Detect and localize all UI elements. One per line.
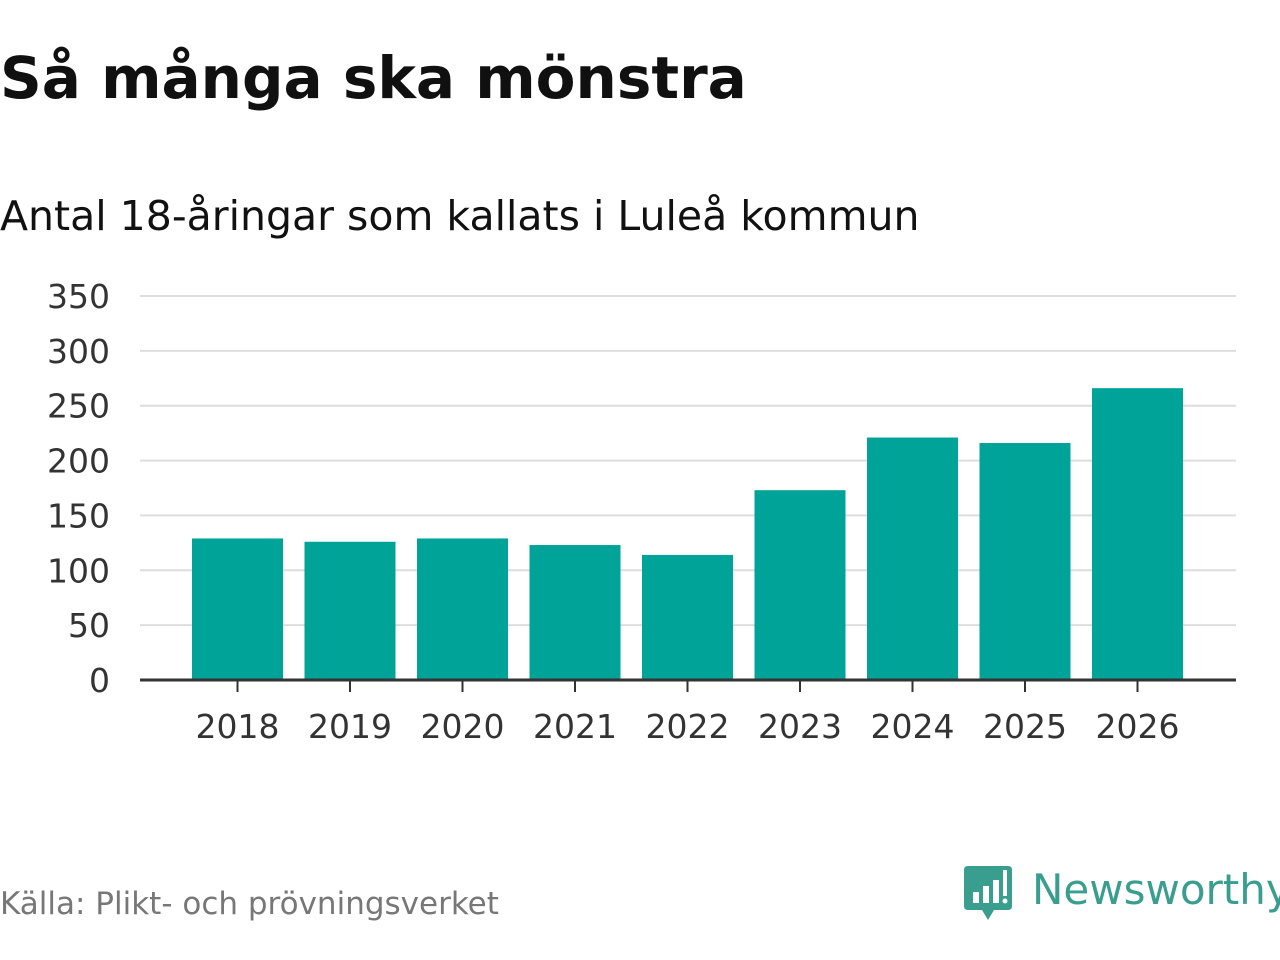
bar-2024	[867, 437, 958, 680]
x-tick-label: 2023	[758, 707, 842, 746]
y-tick-label: 150	[47, 496, 110, 535]
x-tick-label: 2025	[983, 707, 1067, 746]
x-tick-label: 2024	[871, 707, 955, 746]
x-tick-label: 2020	[421, 707, 505, 746]
y-tick-label: 250	[47, 387, 110, 426]
x-axis-ticks: 2018 2019 2020 2021 2022 2023 2024 2025 2026	[196, 680, 1180, 746]
y-tick-label: 300	[47, 332, 110, 371]
brand-logo: Newsworthy	[962, 862, 1280, 930]
bar-2018	[192, 538, 283, 680]
bar-2019	[304, 541, 396, 680]
y-tick-label: 200	[47, 442, 110, 481]
x-tick-label: 2021	[533, 707, 617, 746]
newsworthy-logo-icon	[964, 866, 1012, 920]
brand-name: Newsworthy	[1032, 865, 1280, 914]
y-axis-ticks: 0 50 100 150 200 250 300 350	[47, 277, 110, 700]
source-note: Källa: Plikt- och prövningsverket	[0, 886, 499, 922]
y-tick-label: 100	[47, 551, 110, 590]
x-tick-label: 2022	[646, 707, 730, 746]
chart-title: Så många ska mönstra	[0, 44, 747, 112]
bar-2021	[529, 545, 621, 680]
chart-subtitle: Antal 18-åringar som kallats i Luleå kom…	[0, 192, 920, 240]
bar-2025	[979, 443, 1071, 680]
bar-2020	[417, 538, 508, 680]
y-tick-label: 50	[68, 606, 110, 645]
bar-2026	[1092, 388, 1183, 680]
bars	[192, 388, 1183, 680]
x-tick-label: 2018	[196, 707, 280, 746]
x-tick-label: 2026	[1096, 707, 1180, 746]
bar-2023	[754, 490, 846, 680]
bar-2022	[642, 554, 733, 680]
y-tick-label: 350	[47, 277, 110, 316]
y-tick-label: 0	[89, 661, 110, 700]
x-tick-label: 2019	[308, 707, 392, 746]
